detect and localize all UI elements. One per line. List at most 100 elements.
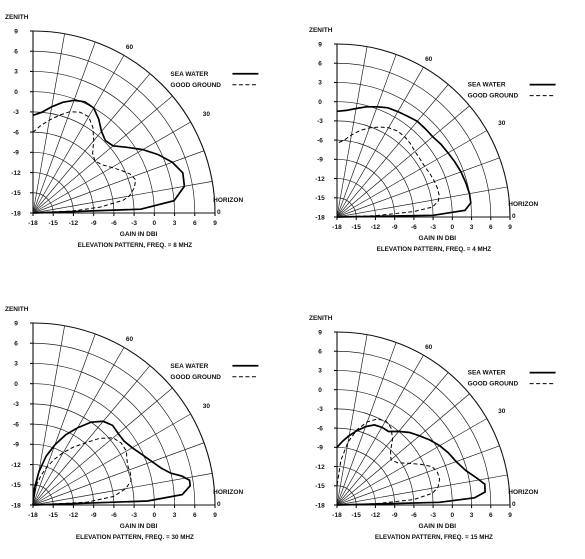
grid-arc — [32, 403, 135, 506]
grid-spoke — [32, 33, 65, 214]
x-axis-title: GAIN IN DBI — [419, 523, 457, 530]
angle-label-30: 30 — [203, 111, 211, 118]
chart-caption: ELEVATION PATTERN, FREQ. = 15 MHZ — [375, 534, 493, 541]
x-tick-label: -15 — [352, 224, 362, 231]
y-tick-label: -18 — [11, 502, 21, 509]
y-tick-label: -3 — [317, 406, 323, 413]
grid-arc — [32, 363, 175, 506]
sea-water-series-line — [32, 99, 186, 214]
sea-water-series-line — [336, 424, 486, 506]
legend-label: GOOD GROUND — [170, 82, 221, 89]
y-tick-label: -18 — [315, 502, 325, 509]
y-tick-label: 0 — [14, 381, 18, 388]
grid-spoke — [32, 73, 151, 214]
grid-arc — [32, 423, 115, 506]
y-tick-label: -6 — [317, 425, 323, 432]
y-tick-label: -18 — [11, 210, 21, 217]
grid-arc — [336, 350, 492, 506]
grid-arc — [32, 342, 196, 506]
x-tick-label: -9 — [392, 512, 398, 519]
grid-arc — [32, 192, 54, 214]
angle-label-30: 30 — [498, 120, 506, 127]
zenith-label: ZENITH — [5, 306, 29, 313]
chart-caption: ELEVATION PATTERN, FREQ. = 8 MHZ — [78, 242, 193, 249]
grid-spoke — [336, 445, 500, 506]
x-tick-label: -15 — [49, 220, 59, 227]
grid-spoke — [32, 41, 96, 214]
x-tick-label: 6 — [193, 512, 197, 519]
x-tick-label: -9 — [392, 224, 398, 231]
grid-spoke — [336, 84, 449, 218]
x-tick-label: -3 — [430, 224, 436, 231]
x-tick-label: -9 — [91, 220, 97, 227]
y-tick-label: -12 — [315, 176, 325, 183]
good-ground-series-line — [336, 418, 441, 506]
grid-spoke — [336, 46, 368, 218]
grid-arc — [336, 62, 492, 218]
y-tick-label: 9 — [14, 28, 18, 35]
x-axis-title: GAIN IN DBI — [120, 523, 158, 530]
grid-spoke — [336, 105, 470, 218]
legend-label: SEA WATER — [468, 82, 506, 89]
grid-spoke — [32, 473, 213, 506]
grid-spoke — [336, 157, 500, 218]
grid-spoke — [32, 387, 173, 506]
grid-arc — [32, 151, 95, 214]
angle-label-30: 30 — [203, 403, 211, 410]
horizon-label: HORIZON — [213, 197, 243, 204]
grid-spoke — [336, 186, 508, 218]
x-tick-label: -12 — [371, 512, 381, 519]
angle-label-30: 30 — [498, 408, 506, 415]
x-tick-label: 0 — [451, 224, 455, 231]
grid-spoke — [336, 334, 368, 506]
y-tick-label: 6 — [14, 49, 18, 56]
y-tick-label: 3 — [14, 361, 18, 368]
grid-arc — [32, 30, 216, 214]
grid-arc — [336, 370, 472, 506]
grid-arc — [336, 446, 396, 506]
y-tick-label: -15 — [11, 190, 21, 197]
x-tick-label: -18 — [28, 512, 38, 519]
grid-spoke — [32, 365, 151, 506]
y-tick-label: -3 — [13, 401, 19, 408]
x-tick-label: -12 — [69, 512, 79, 519]
grid-arc — [32, 131, 115, 214]
legend-label: SEA WATER — [170, 71, 208, 78]
sea-water-series-line — [336, 105, 472, 218]
zenith-label: ZENITH — [309, 27, 333, 34]
x-tick-label: 9 — [213, 512, 217, 519]
y-tick-label: -9 — [317, 445, 323, 452]
grid-arc — [336, 408, 434, 506]
y-tick-label: -12 — [315, 464, 325, 471]
grid-arc — [32, 322, 216, 506]
y-tick-label: -12 — [11, 170, 21, 177]
zenith-label: ZENITH — [5, 14, 29, 21]
grid-arc — [336, 427, 415, 506]
y-tick-label: -15 — [315, 483, 325, 490]
y-tick-label: 0 — [318, 99, 322, 106]
grid-arc — [32, 50, 196, 214]
y-tick-label: 6 — [14, 341, 18, 348]
angle-label-0: 0 — [217, 501, 221, 508]
x-tick-label: -18 — [332, 224, 342, 231]
angle-label-60: 60 — [126, 44, 134, 51]
x-tick-label: -3 — [131, 512, 137, 519]
grid-spoke — [336, 418, 487, 506]
y-tick-label: -12 — [11, 462, 21, 469]
grid-spoke — [32, 413, 191, 506]
grid-arc — [336, 101, 453, 218]
grid-spoke — [32, 55, 125, 214]
x-tick-label: 3 — [173, 512, 177, 519]
angle-label-60: 60 — [425, 344, 433, 351]
y-tick-label: -18 — [315, 214, 325, 221]
grid-spoke — [32, 442, 205, 506]
grid-spoke — [336, 54, 397, 218]
y-tick-label: -15 — [315, 195, 325, 202]
x-tick-label: -15 — [352, 512, 362, 519]
y-tick-label: 0 — [14, 89, 18, 96]
y-tick-label: -9 — [13, 442, 19, 449]
y-tick-label: 6 — [318, 349, 322, 356]
legend-label: SEA WATER — [170, 363, 208, 370]
grid-arc — [336, 139, 415, 218]
